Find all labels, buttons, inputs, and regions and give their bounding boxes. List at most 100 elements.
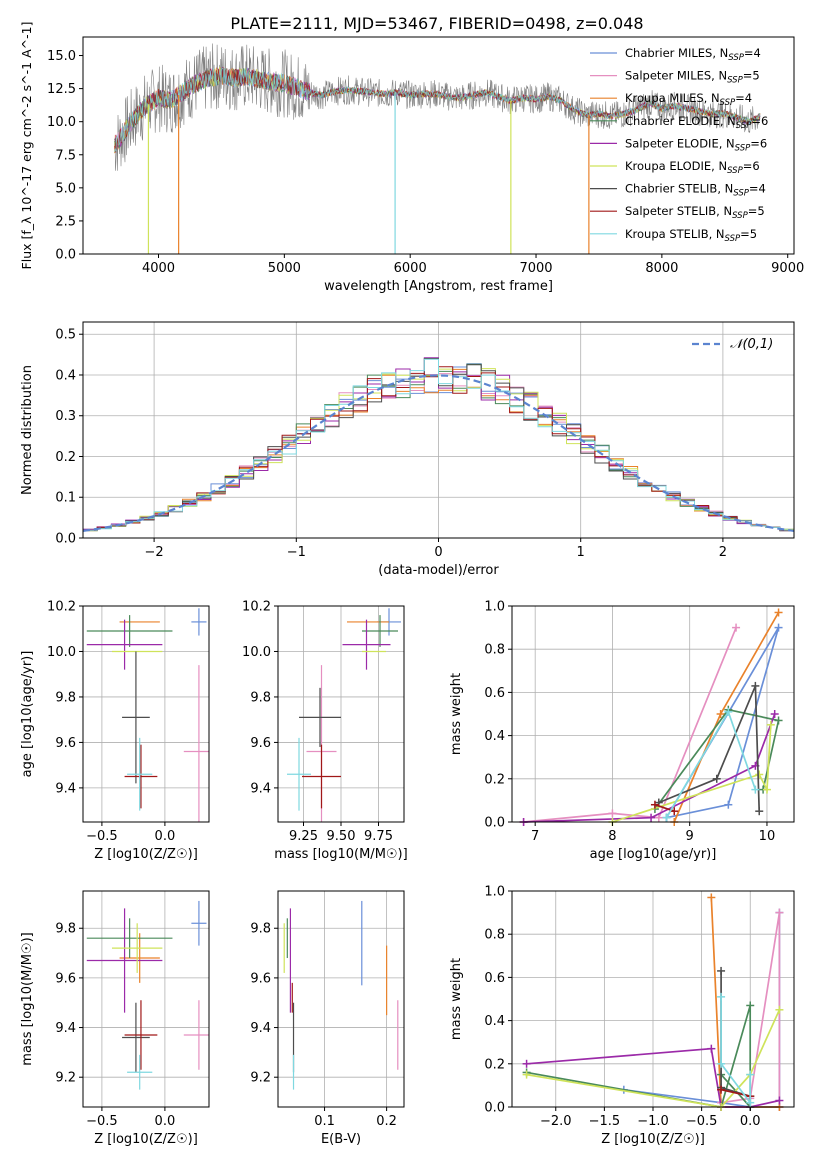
axes-frame xyxy=(511,605,795,823)
y-tick-label: 0.0 xyxy=(484,816,505,831)
legend-entry: Chabrier ELODIE, NSSP=6 xyxy=(625,114,768,131)
y-tick-label: 0.4 xyxy=(484,729,505,744)
weight-series-line xyxy=(612,724,772,823)
y-tick-label: 7.5 xyxy=(55,148,76,163)
figure-title: PLATE=2111, MJD=53467, FIBERID=0498, z=0… xyxy=(230,14,643,33)
model-spectrum-line xyxy=(114,67,761,152)
y-tick-label: 9.2 xyxy=(55,1071,76,1086)
x-tick-label: 7000 xyxy=(519,261,552,276)
weight-marker xyxy=(522,1059,531,1068)
y-tick-label: 9.8 xyxy=(55,690,76,705)
errorbar-point xyxy=(287,737,311,811)
mass-vs-Z-panel: −0.5 0.0 9.2 9.4 9.6 9.8 Z [log10(Z/Z☉)] mass [… xyxy=(20,890,210,1147)
legend-entry: Chabrier STELIB, NSSP=4 xyxy=(625,182,766,199)
axes-frame xyxy=(82,890,210,1108)
x-axis-label: Z [log10(Z/Z☉)] xyxy=(94,847,198,862)
x-tick-label: −1 xyxy=(287,545,306,560)
errorbar-point xyxy=(127,1054,153,1090)
x-tick-label: 0.0 xyxy=(155,1114,176,1129)
x-tick-label: −2 xyxy=(145,545,164,560)
weight-marker xyxy=(717,992,726,1001)
y-tick-label: 0.1 xyxy=(55,491,76,506)
weight-marker xyxy=(654,813,663,822)
weight-marker xyxy=(707,893,716,902)
mass-vs-ebv-panel: 0.1 0.2 9.2 9.4 9.6 9.8 E(B-V) xyxy=(250,890,405,1147)
weight-marker xyxy=(716,710,725,718)
x-tick-label: 0.0 xyxy=(740,1114,761,1129)
weight-marker xyxy=(766,720,775,729)
weight-marker xyxy=(717,1059,726,1068)
y-tick-label: 1.0 xyxy=(484,600,505,615)
weight-series-line xyxy=(523,627,737,823)
age-vs-Z-panel: −0.5 0.0 9.4 9.6 9.8 10.0 10.2 Z [log10(Z/Z☉)] a… xyxy=(20,600,210,862)
x-axis-label: Z [log10(Z/Z☉)] xyxy=(94,1132,198,1147)
x-tick-label: 2 xyxy=(719,545,727,560)
weight-marker xyxy=(751,785,760,794)
y-tick-label: 0.3 xyxy=(55,409,76,424)
weight-marker xyxy=(717,966,726,975)
x-axis-label: age [log10(age/yr)] xyxy=(590,847,717,862)
weight-marker xyxy=(755,770,764,779)
y-tick-label: 15.0 xyxy=(47,49,76,64)
y-tick-label: 9.8 xyxy=(55,922,76,937)
weight-marker xyxy=(712,774,721,783)
y-axis-label: Normed distribution xyxy=(20,365,35,495)
errorbar-point xyxy=(191,608,207,636)
legend-entry: Salpeter STELIB, NSSP=5 xyxy=(625,204,765,221)
y-axis-label: age [log10(age/yr)] xyxy=(20,651,35,778)
errorbar-point xyxy=(124,744,158,809)
x-axis-label: wavelength [Angstrom, rest frame] xyxy=(324,279,553,294)
x-tick-label: 9.25 xyxy=(289,829,318,844)
y-tick-label: 0.6 xyxy=(484,686,505,701)
weight-marker xyxy=(746,1001,755,1010)
x-tick-label: −1.0 xyxy=(637,1114,669,1129)
y-tick-label: 0.2 xyxy=(484,772,505,787)
legend-entry: Salpeter ELODIE, NSSP=6 xyxy=(625,136,767,153)
weight-marker xyxy=(670,807,679,816)
legend-entry: Kroupa ELODIE, NSSP=6 xyxy=(625,159,760,176)
normal-curve xyxy=(83,374,794,532)
legend-entry: Chabrier MILES, NSSP=4 xyxy=(625,46,761,63)
x-tick-label: −1.5 xyxy=(589,1114,621,1129)
x-tick-label: −0.5 xyxy=(86,829,118,844)
axes-frame xyxy=(82,36,795,255)
y-tick-label: 9.4 xyxy=(250,1021,271,1036)
x-tick-label: 9000 xyxy=(771,261,804,276)
weight-marker xyxy=(724,707,733,716)
x-tick-label: 0.1 xyxy=(314,1114,335,1129)
legend-entry: Salpeter MILES, NSSP=5 xyxy=(625,69,760,86)
legend-entry: 𝒩(0,1) xyxy=(730,337,773,352)
weight-marker xyxy=(746,1098,755,1107)
weight-series-line xyxy=(720,996,752,1106)
y-axis-label: mass [log10(M/M☉)] xyxy=(20,932,35,1065)
errorbar-point xyxy=(119,933,160,983)
y-tick-label: 0.5 xyxy=(55,328,76,343)
weight-marker xyxy=(662,813,671,822)
y-tick-label: 5.0 xyxy=(55,181,76,196)
x-tick-label: 0.2 xyxy=(376,1114,397,1129)
weight-marker xyxy=(717,1085,726,1094)
x-tick-label: 5000 xyxy=(268,261,301,276)
x-tick-label: 9.75 xyxy=(364,829,393,844)
x-tick-label: 0 xyxy=(434,545,442,560)
y-tick-label: 0.0 xyxy=(55,532,76,547)
weight-marker xyxy=(755,807,764,816)
axes-frame xyxy=(277,890,405,1108)
errorbar-point xyxy=(191,900,207,946)
weight-marker xyxy=(746,1070,755,1079)
y-tick-label: 9.4 xyxy=(250,781,271,796)
y-tick-label: 9.6 xyxy=(250,971,271,986)
spectrum-plot-area xyxy=(114,43,761,254)
x-tick-label: −0.5 xyxy=(86,1114,118,1129)
y-tick-label: 9.4 xyxy=(55,781,76,796)
weight-marker xyxy=(774,608,783,617)
y-axis-label: mass weight xyxy=(449,673,464,755)
errorbar-point xyxy=(122,651,150,784)
x-tick-label: 0.0 xyxy=(155,829,176,844)
weight-marker xyxy=(775,1096,784,1105)
errorbar-point xyxy=(302,744,341,809)
y-tick-label: 10.0 xyxy=(47,115,76,130)
y-tick-label: 0.0 xyxy=(484,1101,505,1116)
y-tick-label: 1.0 xyxy=(484,885,505,900)
